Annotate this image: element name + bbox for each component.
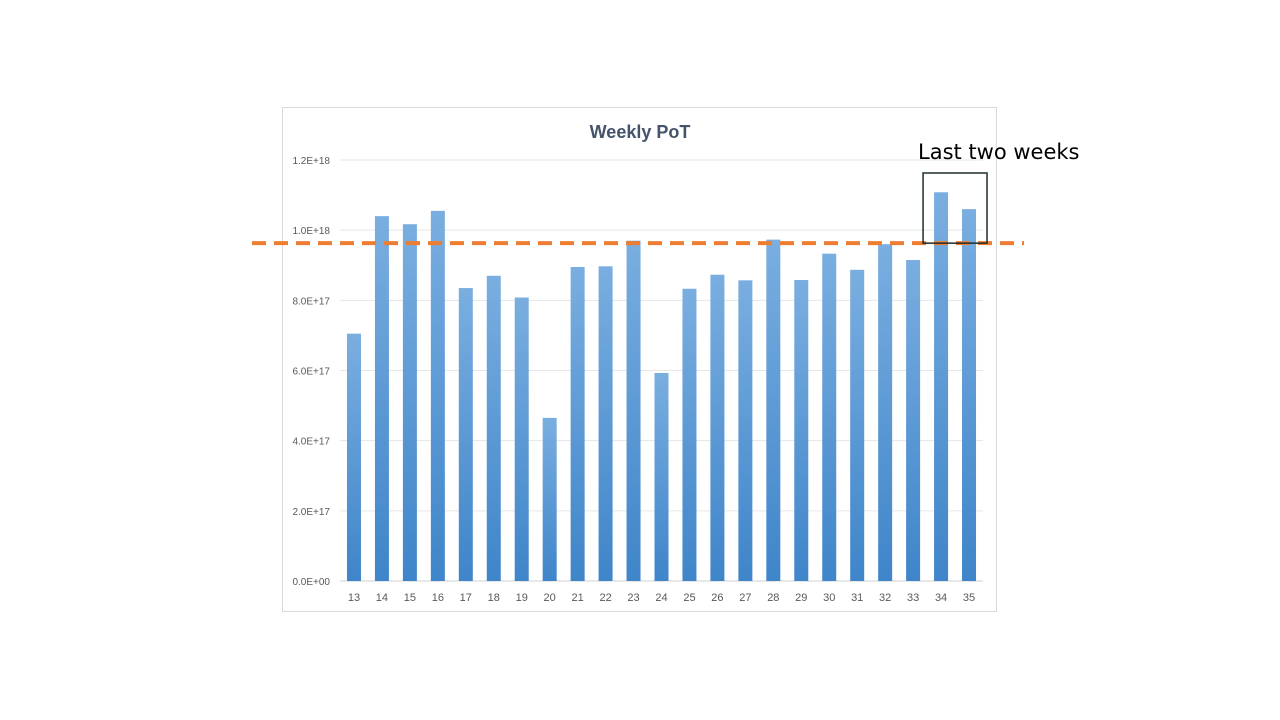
bar-week-28 <box>766 239 781 581</box>
y-tick-label: 1.0E+18 <box>292 226 330 237</box>
bar-week-21 <box>570 267 585 581</box>
bar-week-31 <box>850 269 865 581</box>
last-two-weeks-label: Last two weeks <box>918 140 1080 164</box>
x-tick-label: 18 <box>488 592 500 604</box>
bar-week-22 <box>598 266 613 581</box>
y-axis-ticks: 0.0E+00 2.0E+17 4.0E+17 6.0E+17 8.0E+17 1.0E+… <box>292 156 330 588</box>
x-tick-label: 33 <box>907 592 919 604</box>
bar-week-34 <box>934 192 949 581</box>
bar-week-19 <box>514 297 529 581</box>
bar-week-20 <box>542 417 557 581</box>
x-tick-label: 30 <box>823 592 835 604</box>
bar-week-33 <box>906 259 921 581</box>
bar-week-29 <box>794 279 809 581</box>
y-tick-label: 2.0E+17 <box>292 507 330 518</box>
x-tick-label: 34 <box>935 592 947 604</box>
x-tick-label: 27 <box>739 592 751 604</box>
x-tick-label: 28 <box>767 592 779 604</box>
x-tick-label: 31 <box>851 592 863 604</box>
x-tick-label: 21 <box>572 592 584 604</box>
x-tick-label: 35 <box>963 592 975 604</box>
x-tick-label: 24 <box>655 592 667 604</box>
x-tick-label: 13 <box>348 592 360 604</box>
y-tick-label: 6.0E+17 <box>292 367 330 378</box>
x-tick-label: 23 <box>627 592 639 604</box>
bar-week-25 <box>682 288 697 581</box>
x-tick-label: 22 <box>599 592 611 604</box>
x-tick-label: 26 <box>711 592 723 604</box>
y-tick-label: 8.0E+17 <box>292 296 330 307</box>
x-tick-label: 14 <box>376 592 388 604</box>
bar-week-13 <box>346 333 361 581</box>
bars <box>346 192 977 582</box>
y-tick-label: 0.0E+00 <box>292 577 330 588</box>
x-tick-label: 25 <box>683 592 695 604</box>
bar-week-32 <box>878 244 893 581</box>
gridlines <box>340 159 983 582</box>
bar-week-14 <box>374 216 389 581</box>
bar-week-17 <box>458 288 473 581</box>
y-tick-label: 4.0E+17 <box>292 437 330 448</box>
x-tick-label: 32 <box>879 592 891 604</box>
bar-week-27 <box>738 280 753 581</box>
x-tick-label: 19 <box>516 592 528 604</box>
bar-week-23 <box>626 240 641 582</box>
bar-week-26 <box>710 274 725 581</box>
x-tick-label: 29 <box>795 592 807 604</box>
last-two-weeks-box <box>922 172 988 244</box>
bar-week-15 <box>402 224 417 581</box>
bar-week-16 <box>430 210 445 581</box>
bar-week-24 <box>654 372 669 581</box>
x-tick-label: 15 <box>404 592 416 604</box>
x-tick-label: 20 <box>544 592 556 604</box>
x-tick-label: 17 <box>460 592 472 604</box>
bar-week-30 <box>822 253 837 582</box>
bar-week-18 <box>486 275 501 581</box>
x-tick-label: 16 <box>432 592 444 604</box>
y-tick-label: 1.2E+18 <box>292 156 330 167</box>
chart-title: Weekly PoT <box>590 122 691 142</box>
x-axis-ticks: 13 14 15 16 17 18 19 20 21 22 23 24 25 26 27 28 29 30 31 32… <box>348 592 975 604</box>
bar-week-35 <box>962 209 977 581</box>
